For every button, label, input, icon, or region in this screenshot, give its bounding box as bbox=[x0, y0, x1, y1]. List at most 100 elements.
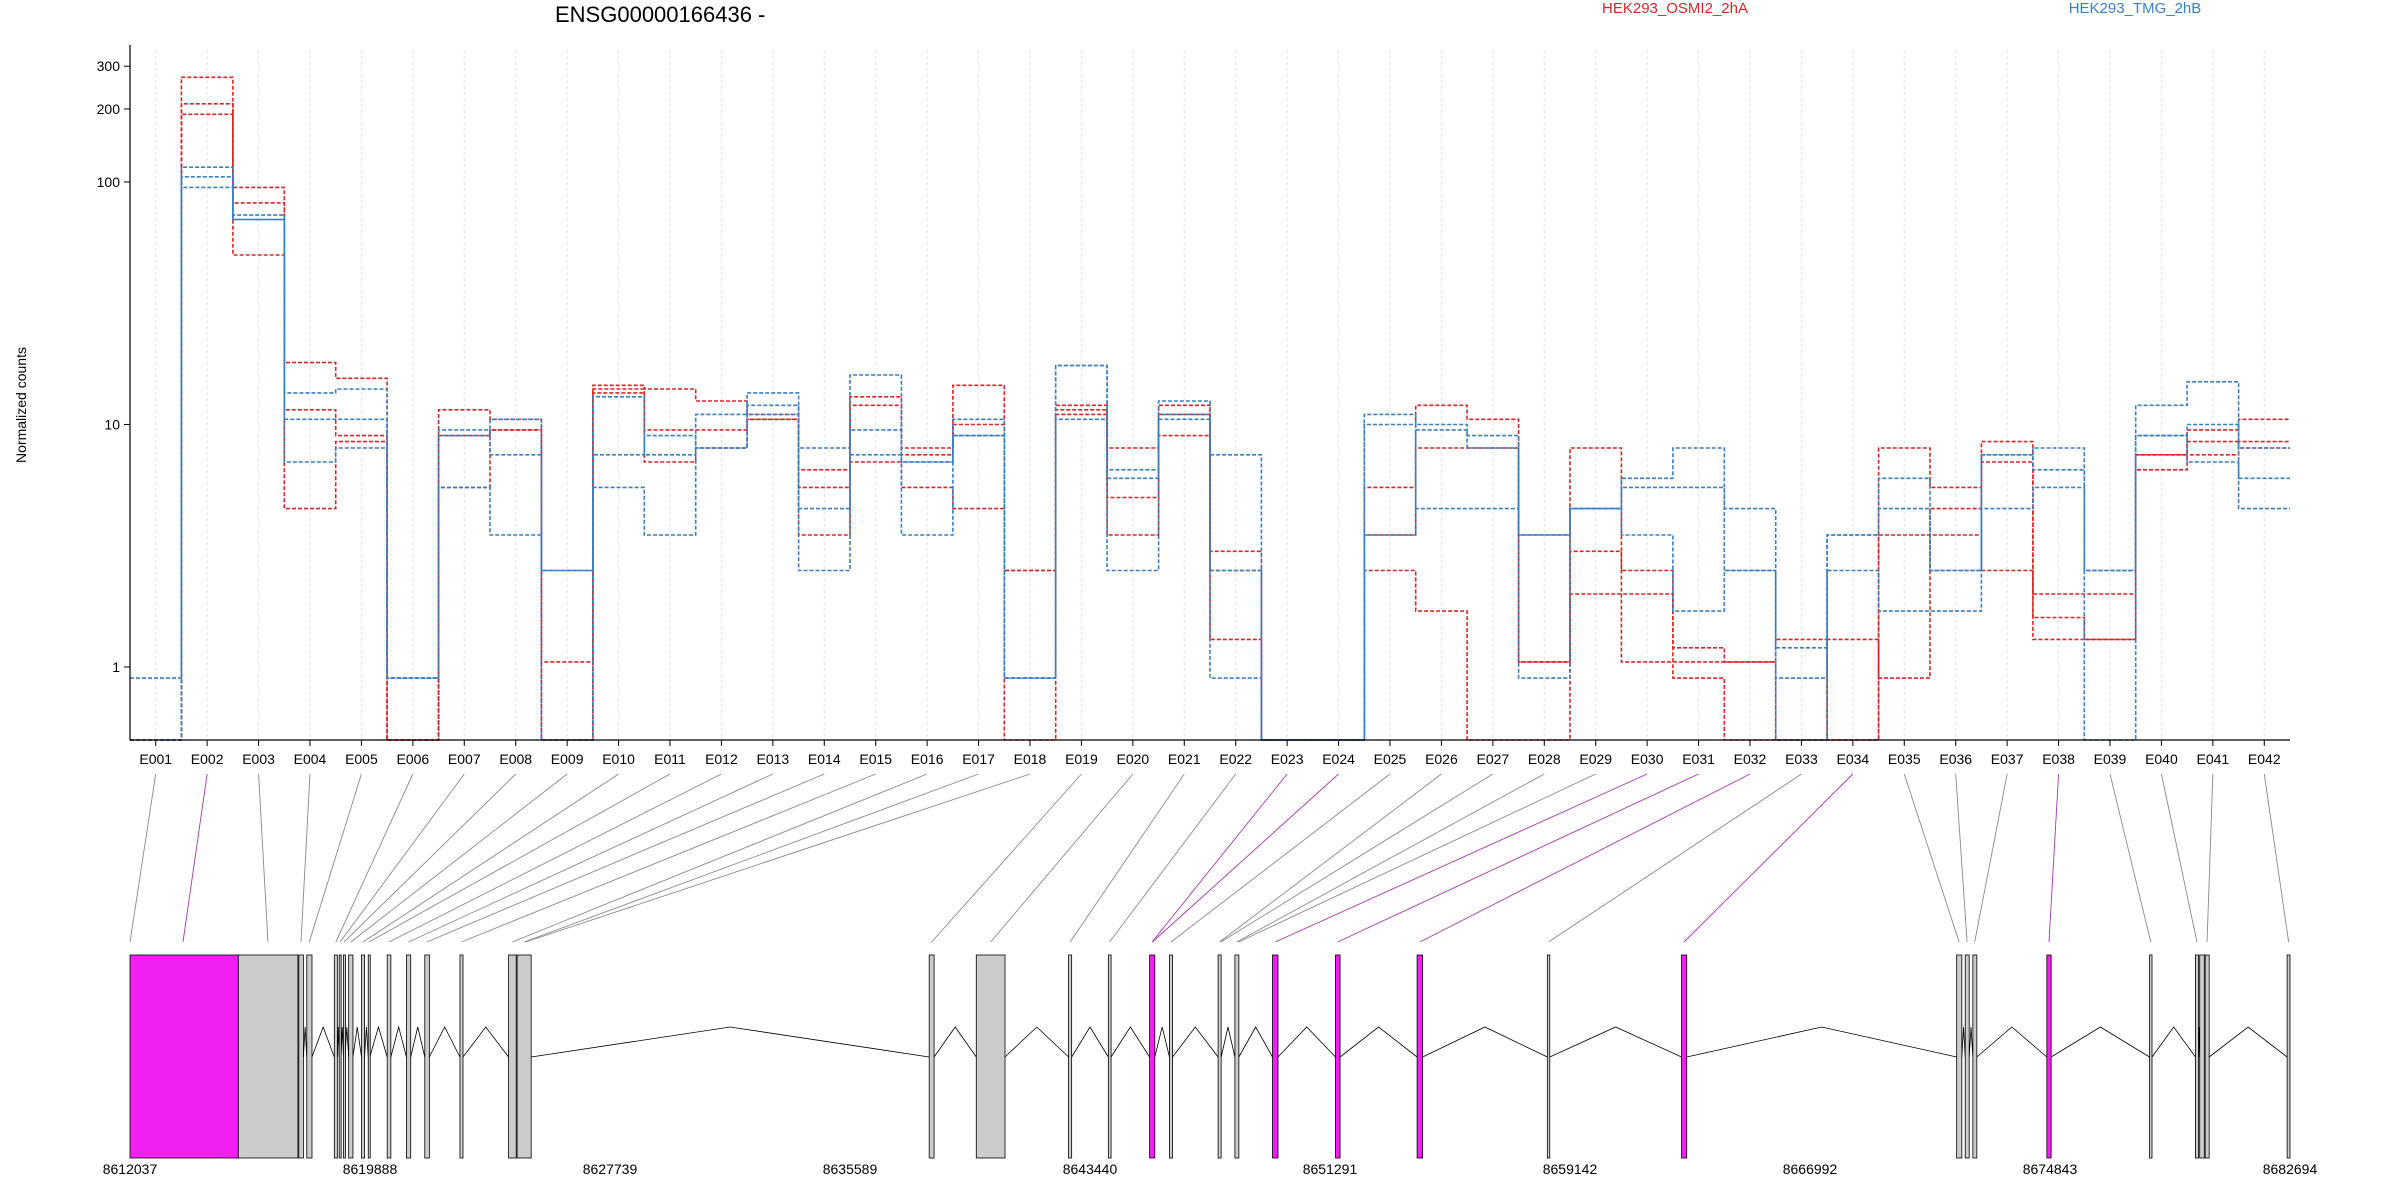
x-tick-label: E033 bbox=[1785, 751, 1818, 767]
x-tick-label: E013 bbox=[757, 751, 790, 767]
x-axis: E001 E002 E003 E004 E005 E006 E007 E008 E009 E010… bbox=[130, 739, 2290, 767]
exon-connector bbox=[335, 773, 414, 943]
y-tick-label: 100 bbox=[97, 174, 121, 190]
intron bbox=[390, 1025, 407, 1058]
intron bbox=[462, 1026, 509, 1058]
x-tick-label: E012 bbox=[705, 751, 738, 767]
chart-title: ENSG00000166436 - bbox=[555, 2, 765, 27]
exon bbox=[1546, 954, 1551, 1159]
exon bbox=[1972, 954, 1978, 1159]
exon-connector bbox=[1152, 773, 1339, 943]
exon bbox=[975, 954, 1006, 1159]
exon bbox=[508, 954, 517, 1159]
exon-connector bbox=[1170, 773, 1391, 943]
exon bbox=[2286, 954, 2291, 1159]
exon-connector bbox=[1151, 773, 1288, 943]
intron bbox=[303, 1026, 308, 1058]
exon-highlighted bbox=[1681, 954, 1688, 1159]
intron bbox=[1422, 1026, 1548, 1058]
exon-connector bbox=[368, 773, 671, 943]
exon-highlighted bbox=[1272, 954, 1279, 1159]
x-tick-label: E002 bbox=[191, 751, 224, 767]
intron bbox=[1549, 1026, 1682, 1058]
intron bbox=[1004, 1026, 1069, 1058]
x-tick-label: E009 bbox=[551, 751, 584, 767]
intron bbox=[1110, 1026, 1150, 1058]
intron bbox=[1339, 1026, 1418, 1058]
legend-entry: HEK293_TMG_2hB bbox=[2069, 0, 2202, 17]
intron bbox=[933, 1026, 977, 1058]
x-tick-label: E011 bbox=[654, 751, 686, 767]
exon bbox=[2149, 954, 2153, 1159]
plot-area bbox=[130, 76, 2290, 741]
x-tick-label: E016 bbox=[911, 751, 944, 767]
x-tick-label: E040 bbox=[2145, 751, 2178, 767]
exon bbox=[2199, 954, 2205, 1159]
exon-connector bbox=[1275, 773, 1648, 943]
x-tick-label: E024 bbox=[1322, 751, 1355, 767]
coordinate-tick-label: 8674843 bbox=[2023, 1161, 2078, 1177]
exon-connector bbox=[350, 773, 568, 943]
x-tick-label: E005 bbox=[345, 751, 378, 767]
x-tick-label: E034 bbox=[1837, 751, 1870, 767]
exon-connector bbox=[1548, 773, 1802, 943]
exon-connector bbox=[2160, 773, 2198, 943]
exon-connector bbox=[182, 773, 208, 943]
exon-connector bbox=[2048, 773, 2060, 943]
y-axis: 1 10 100 200 300 bbox=[97, 45, 131, 740]
exon-connector bbox=[1238, 773, 1596, 943]
intron bbox=[531, 1026, 930, 1058]
intron bbox=[2050, 1026, 2150, 1058]
x-tick-label: E019 bbox=[1065, 751, 1098, 767]
intron bbox=[429, 1026, 461, 1058]
exon-connector bbox=[339, 773, 465, 943]
exon-connector bbox=[1955, 773, 1968, 943]
coordinate-tick-label: 8627739 bbox=[583, 1161, 638, 1177]
x-tick-label: E014 bbox=[808, 751, 841, 767]
x-tick-label: E042 bbox=[2248, 751, 2281, 767]
exon-connector bbox=[931, 773, 1082, 943]
intron bbox=[1154, 1026, 1170, 1058]
coordinate-tick-label: 8666992 bbox=[1783, 1161, 1838, 1177]
x-tick-label: E021 bbox=[1168, 751, 1201, 767]
exon-connector bbox=[308, 773, 362, 943]
x-tick-label: E039 bbox=[2094, 751, 2127, 767]
coordinate-tick-label: 8619888 bbox=[343, 1161, 398, 1177]
exon bbox=[361, 954, 365, 1159]
x-tick-label: E017 bbox=[962, 751, 995, 767]
y-tick-label: 10 bbox=[104, 416, 120, 432]
intron bbox=[352, 1026, 362, 1058]
exon-connector bbox=[343, 773, 517, 943]
x-tick-label: E022 bbox=[1219, 751, 1252, 767]
x-tick-label: E029 bbox=[1579, 751, 1612, 767]
exon bbox=[237, 954, 299, 1159]
coordinate-tick-label: 8635589 bbox=[823, 1161, 878, 1177]
x-tick-label: E015 bbox=[859, 751, 892, 767]
x-tick-label: E003 bbox=[242, 751, 275, 767]
coordinate-tick-label: 8651291 bbox=[1303, 1161, 1358, 1177]
intron bbox=[1976, 1026, 2048, 1058]
intron bbox=[1071, 1026, 1109, 1058]
series-line bbox=[130, 186, 2290, 741]
exon-connector bbox=[1974, 773, 2008, 943]
intron bbox=[1277, 1026, 1336, 1058]
x-tick-label: E025 bbox=[1374, 751, 1407, 767]
intron bbox=[369, 1025, 388, 1058]
exon-connector bbox=[388, 773, 722, 943]
exon bbox=[1964, 954, 1970, 1159]
exon-connector bbox=[1337, 773, 1699, 943]
x-tick-label: E030 bbox=[1631, 751, 1664, 767]
exon bbox=[386, 954, 392, 1159]
x-tick-label: E007 bbox=[448, 751, 481, 767]
exon bbox=[2204, 954, 2210, 1159]
x-tick-label: E031 bbox=[1682, 751, 1715, 767]
coordinate-tick-label: 8659142 bbox=[1543, 1161, 1598, 1177]
exon bbox=[298, 954, 304, 1159]
exon-connector bbox=[2206, 773, 2214, 943]
exon-connector bbox=[1419, 773, 1751, 943]
exon bbox=[1169, 954, 1173, 1159]
exon-connector bbox=[1219, 773, 1442, 943]
x-tick-label: E023 bbox=[1271, 751, 1304, 767]
exon bbox=[1068, 954, 1073, 1159]
